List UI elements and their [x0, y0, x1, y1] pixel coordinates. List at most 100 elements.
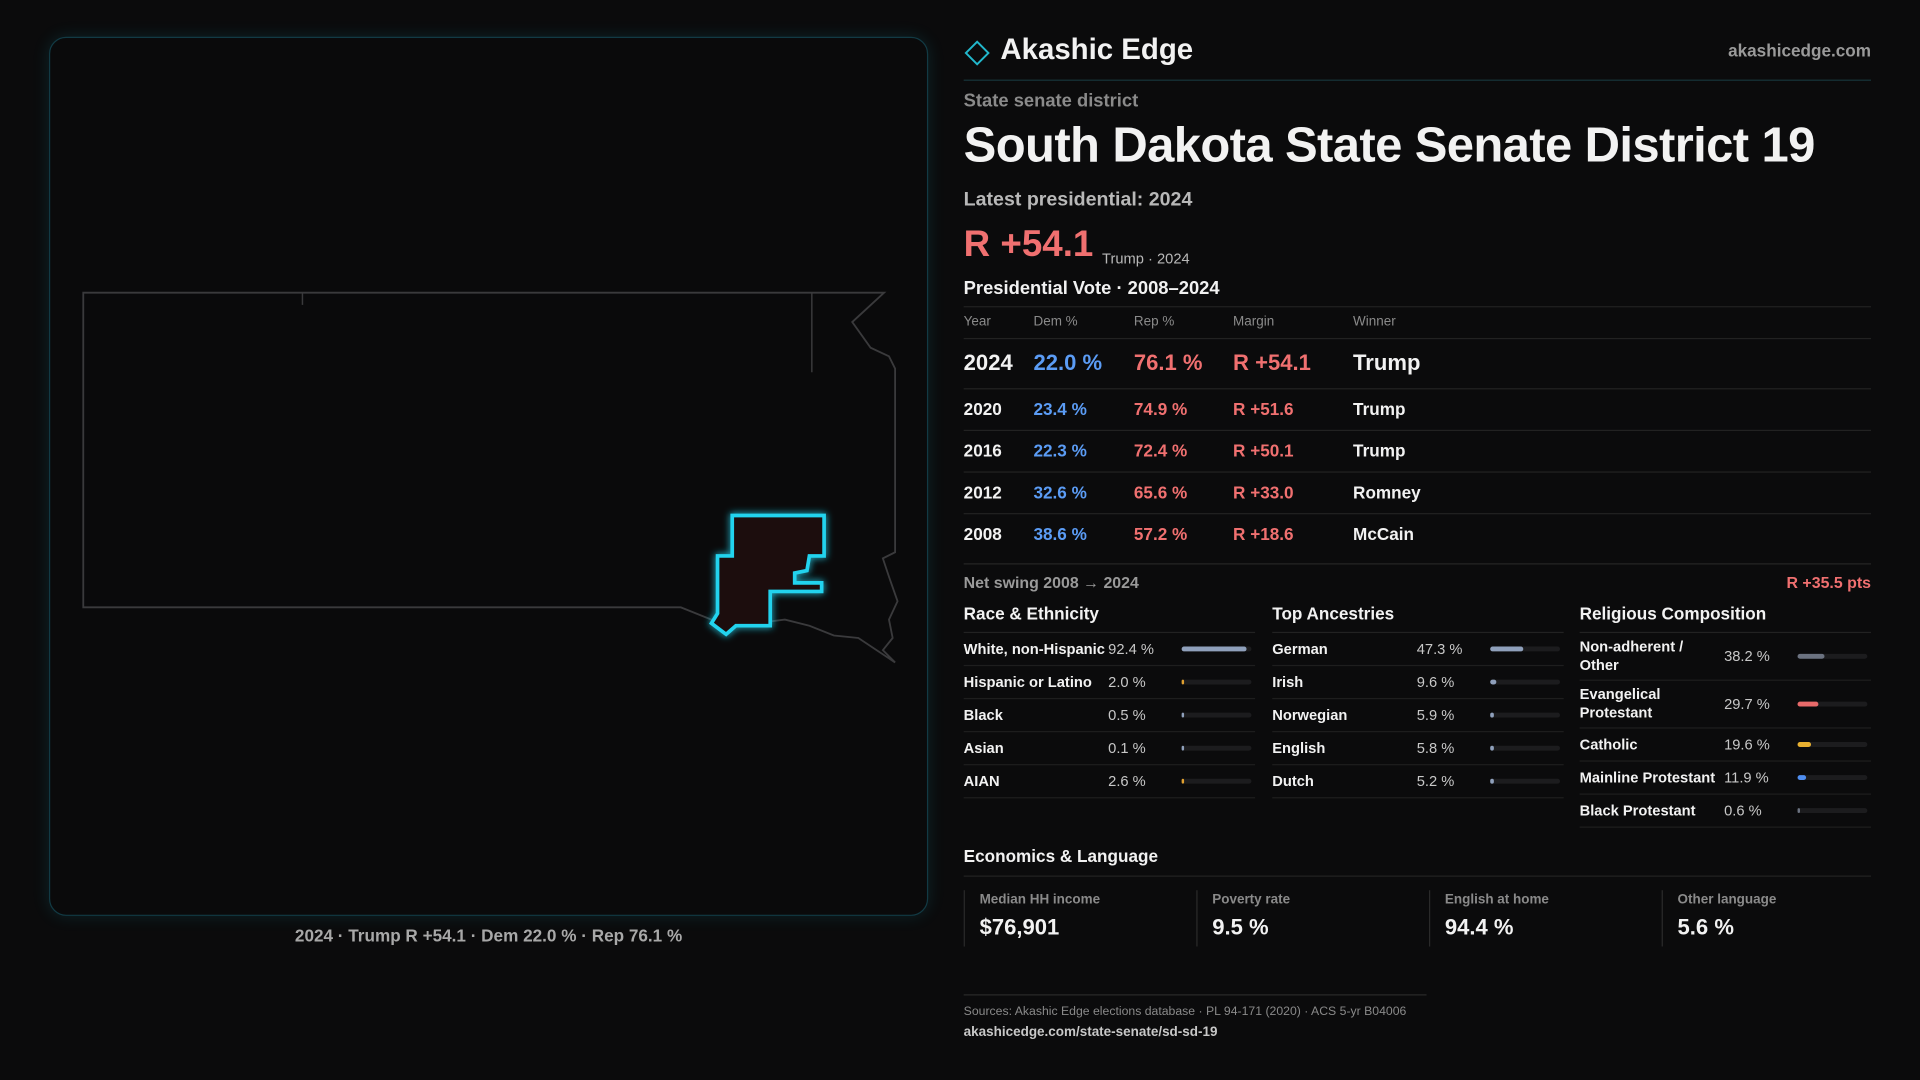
table-cell: R +18.6 — [1233, 524, 1294, 544]
swing-rule — [963, 563, 1872, 565]
stat-value: 2.6 % — [1108, 772, 1146, 790]
stat-label: Irish — [1272, 672, 1304, 690]
stat-row: Asian 0.1 % — [963, 732, 1256, 766]
bar — [1181, 778, 1184, 784]
footer-rule — [963, 994, 1427, 996]
table-cell: 65.6 % — [1133, 482, 1188, 503]
table-cell: 76.1 % — [1133, 350, 1203, 375]
stat-value: 9.6 % — [1416, 673, 1455, 691]
bar — [1797, 808, 1800, 814]
stat-value: 0.6 % — [1724, 802, 1762, 820]
stat-label: Non-adherent / Other — [1579, 637, 1684, 674]
stat-label: Hispanic or Latino — [963, 672, 1092, 690]
table-cell: 2016 — [963, 440, 1002, 461]
title: South Dakota State Senate District 19 — [963, 118, 1816, 173]
bar — [1797, 775, 1806, 780]
stat-box: Median HH income $76,901 — [963, 890, 1176, 947]
ancestry-section: Top Ancestries German 47.3 % Irish 9.6 % Norw… — [1272, 602, 1564, 799]
table-cell: 23.4 % — [1033, 399, 1087, 419]
footer-url: akashicedge.com/state-senate/sd-sd-19 — [963, 1024, 1218, 1040]
stat-value: 92.4 % — [1108, 640, 1154, 658]
bar — [1490, 646, 1524, 652]
bar — [1490, 745, 1495, 751]
bar — [1490, 679, 1497, 685]
race-section: Race & Ethnicity White, non-Hispanic 92.4 … — [963, 602, 1256, 799]
latest-label: Latest presidential: 2024 — [963, 189, 1193, 211]
table-cell: R +54.1 — [1233, 350, 1311, 375]
swing-value: R +35.5 pts — [1786, 573, 1872, 592]
stat-value: 94.4 % — [1444, 914, 1514, 940]
stat-value: 5.8 % — [1416, 739, 1455, 757]
bar-track — [1797, 701, 1868, 707]
stat-value: 0.1 % — [1108, 739, 1146, 757]
table-cell: 2024 — [963, 350, 1013, 375]
stat-label: Mainline Protestant — [1579, 768, 1716, 786]
stat-row: Irish 9.6 % — [1272, 666, 1564, 700]
table-cell: 2020 — [963, 399, 1002, 419]
bar-track — [1797, 742, 1868, 747]
bar-track — [1181, 679, 1252, 685]
stat-label: Poverty rate — [1212, 892, 1291, 908]
map-caption: 2024 · Trump R +54.1 · Dem 22.0 % · Rep … — [294, 925, 683, 946]
column-header: Year — [963, 314, 991, 330]
table-cell: Romney — [1353, 482, 1421, 503]
kicker: State senate district — [963, 90, 1139, 112]
column-header: Winner — [1353, 314, 1396, 330]
bar — [1181, 712, 1184, 718]
stat-value: 29.7 % — [1724, 695, 1770, 713]
stat-label: English at home — [1444, 892, 1549, 908]
table-cell: 32.6 % — [1033, 482, 1087, 503]
stat-value: $76,901 — [979, 914, 1060, 940]
stat-label: Median HH income — [979, 892, 1101, 908]
bar-track — [1181, 745, 1252, 751]
table-cell: 2012 — [963, 482, 1002, 503]
table-cell: R +33.0 — [1233, 482, 1294, 503]
stat-box: Other language 5.6 % — [1661, 890, 1874, 947]
headline-margin: R +54.1 — [963, 224, 1094, 265]
stat-value: 38.2 % — [1724, 647, 1770, 665]
stat-label: Asian — [963, 738, 1004, 757]
stat-row: White, non-Hispanic 92.4 % — [963, 633, 1256, 667]
swing-label: Net swing 2008 → 2024 — [963, 573, 1139, 592]
stat-box: English at home 94.4 % — [1428, 890, 1641, 947]
economics-title: Economics & Language — [963, 846, 1159, 866]
stat-row: English 5.8 % — [1272, 732, 1564, 766]
stat-row: Norwegian 5.9 % — [1272, 699, 1564, 733]
table-cell: 22.0 % — [1033, 350, 1103, 375]
bar — [1181, 679, 1184, 685]
stat-label: English — [1272, 738, 1326, 757]
section-title: Religious Composition — [1579, 602, 1872, 634]
stat-label: Dutch — [1272, 772, 1314, 790]
stat-label: White, non-Hispanic — [963, 639, 1105, 657]
brand-name: Akashic Edge — [1000, 33, 1194, 67]
bar-track — [1490, 646, 1560, 652]
table-cell: R +51.6 — [1233, 399, 1294, 419]
stat-label: AIAN — [963, 772, 1000, 790]
map — [82, 291, 899, 664]
row-rule — [963, 337, 1872, 340]
stat-label: Black Protestant — [1579, 801, 1696, 819]
table-cell: 2008 — [963, 524, 1002, 544]
row-rule — [963, 429, 1872, 432]
stat-row: German 47.3 % — [1272, 633, 1564, 667]
map-panel — [48, 36, 929, 916]
bar-track — [1490, 679, 1560, 685]
stat-label: Other language — [1677, 892, 1777, 908]
district-shape — [708, 513, 826, 637]
stat-value: 19.6 % — [1724, 735, 1770, 754]
stat-box: Poverty rate 9.5 % — [1196, 890, 1408, 947]
row-rule — [963, 388, 1872, 390]
row-rule — [963, 513, 1872, 515]
table-cell: McCain — [1353, 524, 1415, 544]
economics-rule — [963, 875, 1872, 877]
table-cell: Trump — [1353, 350, 1421, 375]
table-cell: 57.2 % — [1133, 524, 1188, 544]
section-title: Race & Ethnicity — [963, 602, 1256, 634]
stat-value: 5.6 % — [1677, 914, 1734, 940]
stat-label: Catholic — [1579, 735, 1638, 753]
bar-track — [1797, 653, 1868, 659]
state-outline — [82, 291, 899, 664]
column-header: Margin — [1233, 314, 1275, 330]
stat-value: 0.5 % — [1108, 706, 1146, 724]
bar — [1181, 646, 1247, 652]
